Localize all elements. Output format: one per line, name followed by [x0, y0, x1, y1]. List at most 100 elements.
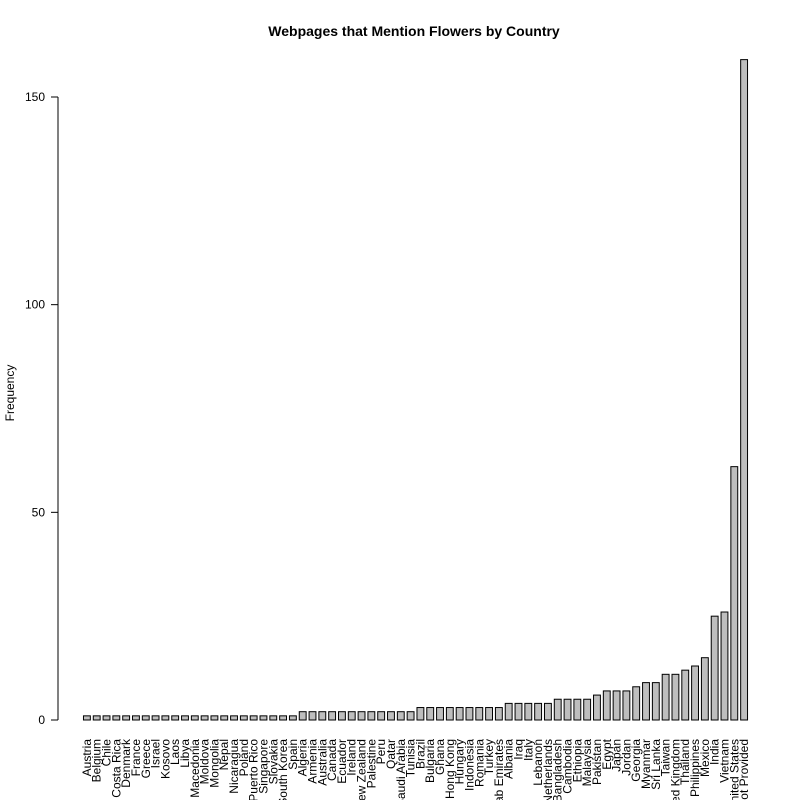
bar [534, 702, 543, 721]
bar [112, 715, 121, 721]
bar [681, 669, 690, 721]
x-tick-label: Vietnam [717, 739, 731, 783]
bar [612, 690, 621, 721]
x-tick-label: Philippines [688, 739, 702, 797]
bar [445, 707, 454, 721]
bar [622, 690, 631, 721]
x-tick-label: Peru [374, 739, 388, 764]
x-tick-label: Turkey [482, 739, 496, 775]
bar [171, 715, 180, 721]
bar [357, 711, 366, 721]
bar [524, 702, 533, 721]
x-tick-label: Taiwan [659, 739, 673, 776]
bar [553, 698, 562, 721]
bar [406, 711, 415, 721]
x-tick-label: Netherlands [541, 739, 555, 800]
bar [279, 715, 288, 721]
bar [720, 611, 729, 721]
x-tick-label: Tunisia [404, 739, 418, 778]
y-tick-label: 150 [25, 90, 45, 104]
chart-title: Webpages that Mention Flowers by Country [268, 23, 560, 39]
bar [436, 707, 444, 721]
bar [161, 715, 170, 721]
x-tick-label: United Arab Emirates [492, 739, 506, 800]
x-tick-label: Mexico [698, 739, 712, 777]
x-tick-label: Nepal [217, 739, 231, 770]
x-tick-label: Bangladesh [551, 739, 565, 800]
x-tick-label: Macedonia [188, 739, 202, 798]
bar [122, 715, 131, 721]
bar [710, 615, 719, 721]
x-tick-label: Thailand [678, 739, 692, 785]
bar [543, 702, 552, 721]
x-tick-label: Greece [139, 739, 153, 779]
x-tick-label: Moldova [198, 739, 212, 785]
bar [347, 711, 356, 721]
bar [82, 715, 91, 721]
x-tick-label: Bulgaria [423, 739, 437, 783]
bar [475, 707, 484, 721]
bar [239, 715, 248, 721]
bar [504, 702, 513, 721]
x-tick-label: Brazil [413, 739, 427, 769]
bar [318, 711, 327, 721]
x-tick-label: Slovakia [266, 739, 280, 785]
bar [671, 673, 680, 721]
bar [230, 715, 238, 721]
bar [249, 715, 258, 721]
x-tick-label: Ecuador [335, 739, 349, 784]
x-tick-label: Iraq [511, 739, 525, 760]
x-tick-label: Jordan [619, 739, 633, 776]
x-tick-label: United States [727, 739, 741, 800]
x-tick-label: Ghana [433, 739, 447, 775]
x-tick-label: Egypt [600, 738, 614, 769]
x-tick-label: Canada [325, 739, 339, 781]
x-tick-label: Georgia [629, 739, 643, 782]
y-tick-label: 100 [25, 298, 45, 312]
x-tick-label: Libya [178, 739, 192, 768]
x-tick-label: Israel [149, 739, 163, 768]
x-tick-label: Costa Rica [109, 739, 123, 798]
bar [308, 711, 317, 721]
bar [210, 715, 219, 721]
x-tick-label: Belgium [90, 739, 104, 782]
x-tick-label: Laos [168, 739, 182, 765]
bar [259, 715, 268, 721]
bar [367, 711, 376, 721]
y-tick-label: 50 [32, 505, 46, 519]
bar [288, 715, 297, 721]
bar [396, 711, 405, 721]
bar [602, 690, 611, 721]
bar [426, 707, 435, 721]
x-tick-label: Ethiopia [570, 739, 584, 783]
bar [328, 711, 337, 721]
x-tick-label: France [129, 739, 143, 777]
x-tick-label: Hungary [453, 739, 467, 784]
y-axis-label: Frequency [3, 365, 17, 422]
x-tick-label: Malaysia [580, 739, 594, 787]
x-tick-label: Pakistan [590, 739, 604, 785]
x-tick-label: Ireland [345, 739, 359, 776]
bar [151, 715, 160, 721]
x-tick-label: India [708, 739, 722, 765]
x-tick-label: Spain [286, 739, 300, 770]
bar [700, 657, 709, 721]
x-tick-label: Saudi Arabia [394, 739, 408, 800]
x-tick-label: Austria [80, 739, 94, 777]
bar [691, 665, 699, 721]
bar [583, 698, 592, 721]
bar [338, 711, 346, 721]
x-tick-label: Puerto Rico [247, 739, 261, 800]
x-tick-label: Nicaragua [227, 739, 241, 794]
y-tick-label: 0 [38, 713, 45, 727]
x-tick-label: United Kingdom [668, 739, 682, 800]
x-tick-label: Poland [237, 739, 251, 776]
bar [102, 715, 111, 721]
bar [220, 715, 229, 721]
x-tick-label: Albania [502, 739, 516, 779]
x-tick-label: Indonesia [462, 739, 476, 791]
x-tick-label: Denmark [119, 738, 133, 788]
x-tick-label: Kosovo [158, 739, 172, 779]
x-tick-label: Algeria [296, 739, 310, 777]
